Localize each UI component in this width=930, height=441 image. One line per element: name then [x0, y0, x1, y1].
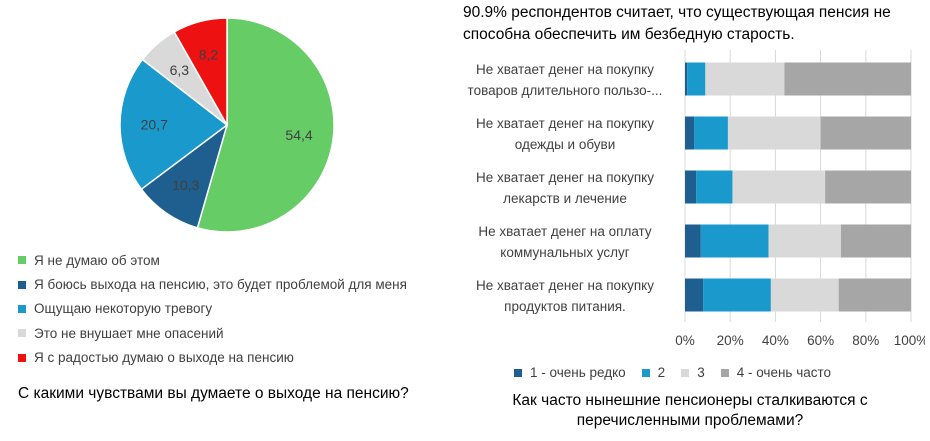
category-label: продуктов питания.	[504, 299, 626, 314]
pie-legend-label: Я боюсь выхода на пенсию, это будет проб…	[34, 277, 407, 293]
bar-legend-label: 2	[657, 365, 666, 380]
bar-question-line: перечисленными проблемами?	[576, 412, 804, 429]
bar-segment	[685, 224, 701, 258]
bar-legend: 1 - очень редко 2 3 4 - очень часто	[514, 365, 831, 380]
category-label: одежды и обуви	[515, 137, 616, 152]
bar-segment	[825, 170, 911, 204]
bar-segment	[685, 170, 697, 204]
bar-question-line: Как часто нынешние пенсионеры сталкивают…	[512, 392, 868, 409]
bar-segment	[784, 62, 911, 96]
bar-segment	[687, 62, 706, 96]
x-tick-label: 80%	[852, 333, 879, 348]
pie-slice	[173, 17, 228, 128]
category-label: коммунальных услуг	[500, 245, 630, 260]
category-label: Не хватает денег на покупку	[476, 278, 654, 293]
bar-header: 90.9% респондентов считает, что существу…	[463, 2, 891, 46]
legend-swatch	[18, 329, 26, 338]
legend-swatch	[18, 280, 26, 289]
pie-legend-item: Я боюсь выхода на пенсию, это будет проб…	[18, 272, 407, 296]
legend-swatch	[18, 353, 26, 362]
category-label: Не хватает денег на покупку	[476, 62, 654, 77]
bar-segment	[685, 116, 695, 150]
bar-segment	[820, 116, 911, 150]
x-tick-label: 40%	[762, 333, 789, 348]
bar-legend-item: 1 - очень редко	[514, 365, 626, 380]
legend-swatch	[720, 368, 729, 377]
pie-slice	[119, 58, 229, 191]
pie-slice	[196, 17, 335, 233]
pie-legend-item: Я не думаю об этом	[18, 248, 407, 272]
x-tick-label: 0%	[675, 333, 695, 348]
category-label: Не хватает денег на покупку	[476, 170, 654, 185]
pie-legend-item: Ощущаю некоторую тревогу	[18, 297, 407, 321]
x-tick-label: 20%	[717, 333, 744, 348]
bar-segment	[705, 62, 785, 96]
pie-legend-label: Я не думаю об этом	[34, 252, 160, 268]
bar-segment	[770, 278, 839, 312]
legend-swatch	[514, 368, 522, 377]
pie-legend: Я не думаю об этом Я боюсь выхода на пен…	[18, 248, 407, 370]
bar-segment	[727, 116, 821, 150]
bar-segment	[768, 224, 841, 258]
category-label: товаров длительного пользо-...	[468, 83, 663, 98]
legend-swatch	[681, 368, 690, 377]
bar-legend-label: 4 - очень часто	[736, 365, 832, 380]
legend-swatch	[641, 368, 650, 377]
bar-legend-label: 1 - очень редко	[530, 365, 626, 380]
bar-segment	[838, 278, 911, 312]
pie-data-label: 54,4	[285, 127, 312, 143]
pie-data-label: 10,3	[172, 177, 199, 193]
bar-legend-label: 3	[697, 365, 705, 380]
bar-chart: 0% 20% 40% 60% 80% 100% Не хватает денег на по…	[468, 50, 925, 348]
category-label: Не хватает денег на оплату	[478, 224, 652, 239]
bar-segment	[685, 62, 688, 96]
bar-segment	[696, 170, 733, 204]
pie-legend-label: Это не внушает мне опасений	[34, 325, 224, 341]
bar-header-line: способна обеспечить им безбедную старост…	[463, 26, 795, 43]
pie-slice	[140, 123, 229, 229]
x-tick-label: 60%	[807, 333, 834, 348]
category-label: Не хватает денег на покупку	[476, 116, 654, 131]
pie-data-label: 8,2	[199, 47, 219, 63]
bar-segment	[700, 224, 769, 258]
pie-legend-label: Я с радостью думаю о выходе на пенсию	[34, 350, 294, 366]
category-label: лекарств и лечение	[503, 191, 627, 206]
legend-swatch	[18, 304, 26, 313]
pie-legend-item: Я с радостью думаю о выходе на пенсию	[18, 346, 407, 370]
bar-question: Как часто нынешние пенсионеры сталкивают…	[460, 391, 920, 431]
bar-segment	[685, 278, 704, 312]
pie-data-label: 20,7	[141, 116, 168, 132]
pie-legend-label: Ощущаю некоторую тревогу	[34, 301, 213, 317]
bar-header-line: 90.9% респондентов считает, что существу…	[463, 4, 891, 21]
x-tick-label: 100%	[894, 333, 925, 348]
bar-legend-item: 4 - очень часто	[720, 365, 832, 380]
pie-chart: 54,4 10,3 20,7 6,3 8,2	[119, 17, 335, 233]
pie-question: С какими чувствами вы думаете о выходе н…	[18, 385, 409, 402]
bar-legend-item: 3	[681, 365, 705, 380]
bar-legend-item: 2	[641, 365, 666, 380]
bar-segment	[703, 278, 771, 312]
legend-swatch	[18, 256, 26, 265]
pie-data-label: 6,3	[170, 62, 190, 78]
bar-segment	[840, 224, 911, 258]
bar-segment	[694, 116, 728, 150]
bar-segment	[732, 170, 826, 204]
pie-legend-item: Это не внушает мне опасений	[18, 321, 407, 345]
